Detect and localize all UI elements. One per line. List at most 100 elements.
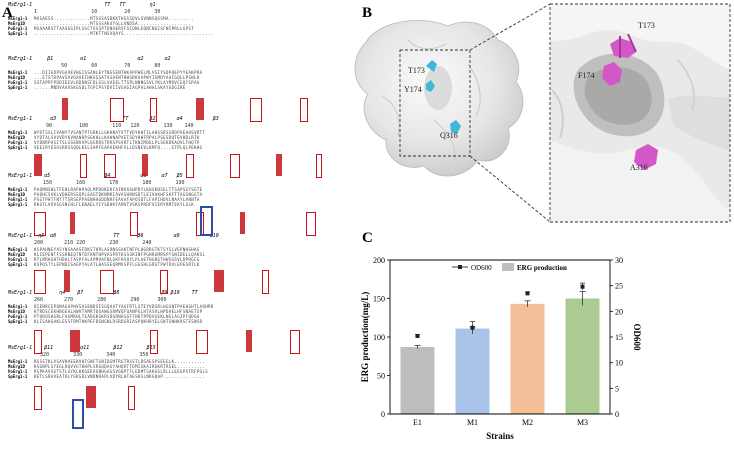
sequence-row: MsErg1D ...ETSTDPAVSAVGAVEIHKGSSATASAENTH…: [8, 75, 328, 80]
secondary-structure-text: α3 TT β2 α4 β3: [38, 116, 219, 122]
y2-tick-label: 30: [615, 256, 623, 265]
sequence-row: PoErg1-1 RSPKAVSGTSTLGYKLKKGEEAGNHGAGSVGQ…: [8, 369, 328, 374]
alignment-block: MsErg1-1 η4 β7 β8 β9 β10 TT 260 270 280 2…: [8, 290, 328, 324]
sequence-residues: PAQMNSWLTFEHLRAPHPAQLMPDDKEKFAINVASHPDYL…: [34, 187, 203, 192]
sequence-residues: KSGNPLSYEGLRQVVGTKHPLSRGQDAGYAHQRTTDMIGK…: [34, 364, 206, 369]
sequence-residues: ....................MTSSSAK4YGLLVNDSA...…: [34, 21, 192, 26]
sequence-name: PoErg1-1: [8, 80, 28, 85]
x-tick-label: M1: [467, 418, 478, 427]
sequence-row: MsErg1-1 PAQMNSWLTFEHLRAPHPAQLMPDDKEKFAIN…: [8, 187, 328, 192]
sequence-name: MsErg1D: [8, 364, 25, 369]
sequence-residues: RGSSTKLVSAVHAEEKVHTGNFTGNIDGMTRGTRSSTLDG…: [34, 359, 206, 364]
sequence-row: SpErg1-1 KLISAHGAKLESSFRMTHKPEFDGNGNLRSRD…: [8, 319, 328, 324]
zoom-residue-a316: [634, 144, 658, 170]
sequence-name: SpErg1-1: [8, 202, 28, 207]
sequence-name: SpErg1-1: [8, 85, 28, 90]
conservation-highlight: [196, 330, 208, 354]
panel-letter-a: A: [2, 5, 13, 21]
conservation-highlight: [240, 212, 245, 234]
zoom-residue-f174: [602, 62, 622, 86]
position-ruler: 260 270 280 290 300: [34, 297, 167, 303]
sequence-row: SpErg1-1 KETLSRAVEATKLYGKGDLVNDNRAPLVDYRL…: [8, 374, 328, 379]
x-tick-label: M2: [522, 418, 533, 427]
sequence-row: SpErg1-1 VEEIRYESGSRRSSQQLKELSHPFEAPAEKHF…: [8, 145, 328, 150]
zoom-panel-border: [549, 3, 731, 223]
secondary-structure-text: α5 β4 α6 α7 β5: [38, 173, 183, 179]
conservation-highlight: [110, 98, 124, 122]
conservation-highlight: [34, 270, 46, 294]
sequence-residues: KETLSRAVEATKLYGKGDLVNDNRAPLVDYRLHTAESKSL…: [34, 374, 206, 379]
reference-sequence-label: MsErg1-1: [8, 345, 39, 351]
secondary-structure-text: β11 α11 β12 β13: [38, 345, 156, 351]
conservation-highlight: [150, 330, 158, 354]
sequence-name: PoErg1-1: [8, 314, 28, 319]
conservation-highlight: [316, 154, 322, 178]
sequence-row: MsErg1-1 RGSSTKLVSAVHAEEKVHTGNFTGNIDGMTRG…: [8, 359, 328, 364]
sequence-name: MsErg1-1: [8, 187, 28, 192]
panel-letter-c: C: [362, 230, 373, 246]
sequence-row: MsErg1-1 KIENRCEPQNAGAPHVSASENDSISGQAATYA…: [8, 304, 328, 309]
sequence-residues: KTRDSCEKHNGEALHWVTAMRTQSAWGSRMVQFQANPGLH…: [34, 309, 203, 314]
bar-m1: [455, 328, 490, 414]
sequence-row: MsErg1-1 KSPAHNEYASYNSAAASFDKSTHPLASRNSSA…: [8, 247, 328, 252]
zoom-label-f174: F174: [578, 71, 594, 80]
reference-sequence-label: MsErg1-1: [8, 56, 39, 62]
conservation-highlight: [86, 386, 96, 408]
erg-production-chart: 0 50 100 150 200 0 5 10 15 20 25 30 E1 M1 M2 M3 Strains E…: [360, 256, 642, 441]
conservation-highlight: [230, 154, 240, 178]
legend-erg-swatch: [502, 263, 514, 271]
sequence-row: MsErg1D KSGNPLSYEGLRQVVGTKHPLSRGQDAGYAHQR…: [8, 364, 328, 369]
conservation-highlight: [246, 330, 252, 352]
legend-erg-label: ERG production: [517, 264, 567, 272]
sequence-name: MsErg1D: [8, 309, 25, 314]
zoom-region-box: [399, 49, 471, 157]
sequence-residues: WYDTSSLIVANYTVSANTPTGRKLLGKHNATVTTVDYHHT…: [34, 130, 206, 135]
sequence-residues: PTQRQSHGRLFAGMKHLTEADGKGKRSDGRNASGFTHKTP…: [34, 314, 200, 319]
secondary-structure-row: MsErg1-1 β11 α11 β12 β13: [8, 345, 328, 352]
sequence-residues: KLISAHGAKLESSFRMTHKPEFDGNGNLRSRDGRIASPQK…: [34, 319, 203, 324]
sequence-row: MsErg1-1 ...DIIEDPVGAVEVHGISSANLEYTNGSENT…: [8, 70, 328, 75]
secondary-structure-text: η3 α8 TT β6 α9 α10: [38, 233, 219, 239]
sequence-row: PoErg1-1 PTQRQSHGRLFAGMKHLTEADGKGKRSDGRNA…: [8, 314, 328, 319]
sequence-name: SpErg1-1: [8, 31, 28, 36]
secondary-structure-row: MsErg1-1 TT TT η1: [8, 2, 328, 9]
conservation-highlight: [142, 154, 148, 176]
sequence-name: MsErg1D: [8, 252, 25, 257]
reference-sequence-label: MsErg1-1: [8, 173, 39, 179]
residue-y174-highlight: [426, 80, 435, 92]
conservation-highlight: [64, 270, 70, 292]
conservation-highlight: [34, 330, 42, 354]
y2-tick-label: 20: [615, 307, 623, 316]
sequence-name: MsErg1D: [8, 75, 25, 80]
zoom-panel: [550, 4, 730, 222]
zoom-connector-bottom: [469, 155, 551, 223]
reference-sequence-label: MsErg1-1: [8, 2, 39, 8]
position-ruler: 200 210 220 230 240: [34, 240, 152, 246]
sequence-residues: RKGTLVVVSGSNCHLFLENAELYIYSDHKFAMVTVSKGPR…: [34, 202, 195, 207]
y2-tick-label: 5: [615, 384, 619, 393]
alignment-block: MsErg1-1 β11 α11 β12 β13 320 330 340 350…: [8, 345, 328, 379]
sequence-residues: KIENRCEPQNAGAPHVSASENDSISGQAATYAGFRTLSTE…: [34, 304, 214, 309]
conservation-highlight: [214, 270, 224, 292]
sequence-row: PoErg1-1 SSTAPPFPDDIEEVLRDDNSFDLGSLVAEELT…: [8, 80, 328, 85]
od-point-m2: [525, 291, 530, 296]
alignment-block: MsErg1-1 η3 α8 TT β6 α9 α10 200 210 220 2…: [8, 233, 328, 267]
sequence-name: PoErg1-1: [8, 26, 28, 31]
alignment-block: MsErg1-1 TT TT η1 1 10 20 30 MsErg1-1 MVSAE…: [8, 2, 328, 36]
sequence-row: MsErg1D VYDTALSVVVDYKVNANRPSGKHLLKAHNAPVE…: [8, 135, 328, 140]
position-ruler: 50 60 70 80: [34, 63, 161, 69]
conservation-highlight: [160, 270, 168, 294]
sequence-row: PoErg1-1 RTLMRHSHTHDALTASPFALAPMVAFNLGKFH…: [8, 257, 328, 262]
sequence-residues: PAQHCSVKLVDHERSSQPLEAGTDKNMRIAVASHRNSDTL…: [34, 192, 203, 197]
sequence-residues: PSGTPHTFNTTTSRSEPPAENHAGDDNRFEAVAFAPQSDT…: [34, 197, 200, 202]
sequence-residues: KSPQSTYLEPNDISAEPYALATLHASSEQRMVSPFLGGSH…: [34, 262, 200, 267]
sequence-row: PoErg1-1 MSAAARSTTAASGGIPLSSCTVSSPTDNAERS…: [8, 26, 328, 31]
secondary-structure-row: MsErg1-1 η4 β7 β8 β9 β10 TT: [8, 290, 328, 297]
legend-od-label: OD600: [471, 264, 492, 272]
conservation-highlight: [196, 98, 204, 120]
y2-tick-label: 15: [615, 333, 623, 342]
od-point-m3: [580, 284, 585, 289]
conservation-highlight: [34, 212, 46, 236]
conservation-highlight: [62, 98, 68, 120]
bar-e1: [400, 347, 435, 414]
